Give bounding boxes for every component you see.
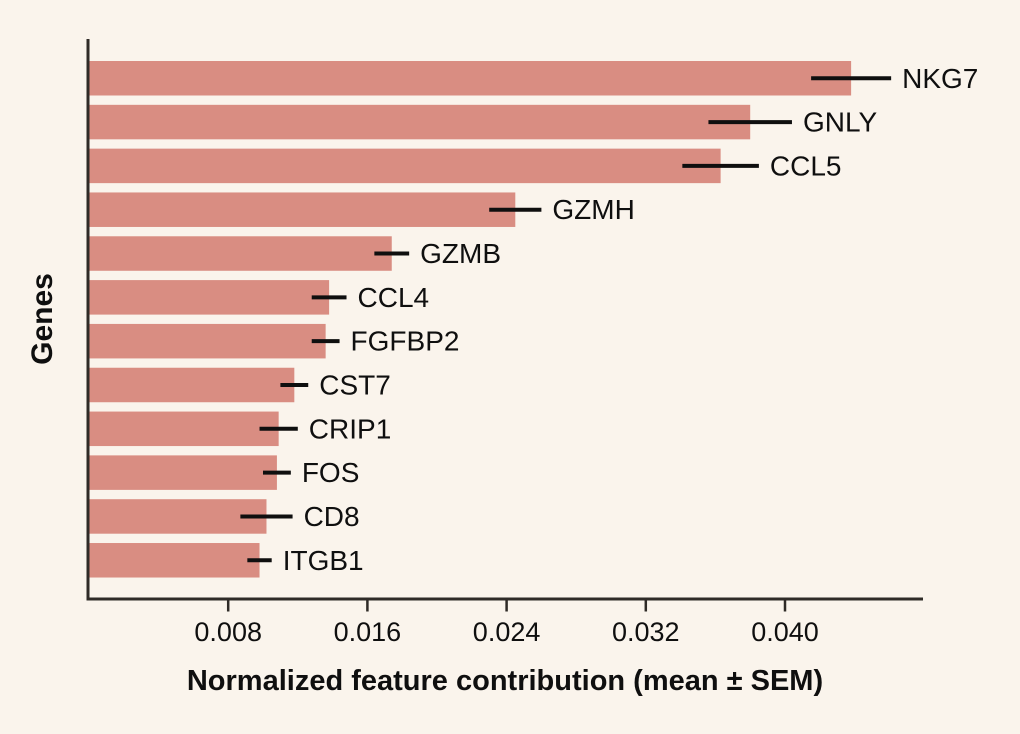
y-axis-title: Genes	[26, 273, 59, 365]
bar	[89, 455, 277, 490]
bar	[89, 104, 751, 140]
gene-label: NKG7	[902, 63, 978, 94]
gene-label: CRIP1	[309, 413, 391, 444]
bar	[89, 192, 516, 227]
bar	[89, 411, 279, 447]
bar	[89, 280, 330, 315]
gene-label: GNLY	[803, 107, 877, 138]
bar	[89, 543, 260, 578]
axes-layer: 0.008 0.016 0.024 0.032 0.040	[86, 39, 923, 647]
gene-label: FOS	[302, 457, 360, 488]
gene-label: ITGB1	[283, 545, 364, 576]
bar	[89, 148, 721, 184]
x-axis-title: Normalized feature contribution (mean ± …	[187, 665, 823, 697]
bar	[89, 61, 852, 96]
x-tick-label: 0.016	[334, 617, 402, 647]
gene-label: CCL5	[770, 150, 842, 181]
bars-layer: NKG7 GNLY CCL5 GZMH GZMB CCL4 FGFBP2 CST7 CRIP1 F…	[89, 61, 978, 578]
gene-label: CCL4	[358, 282, 430, 313]
gene-label: FGFBP2	[351, 326, 460, 357]
bar	[89, 367, 295, 403]
x-tick-label: 0.024	[473, 617, 541, 647]
x-tick-label: 0.040	[751, 617, 819, 647]
x-tick-label: 0.008	[194, 617, 262, 647]
gene-label: CST7	[319, 369, 391, 400]
bar	[89, 499, 267, 534]
x-tick-label: 0.032	[612, 617, 680, 647]
gene-label: GZMH	[552, 194, 634, 225]
gene-label: CD8	[304, 501, 360, 532]
gene-label: GZMB	[420, 238, 501, 269]
bar	[89, 323, 326, 359]
bar	[89, 236, 392, 271]
